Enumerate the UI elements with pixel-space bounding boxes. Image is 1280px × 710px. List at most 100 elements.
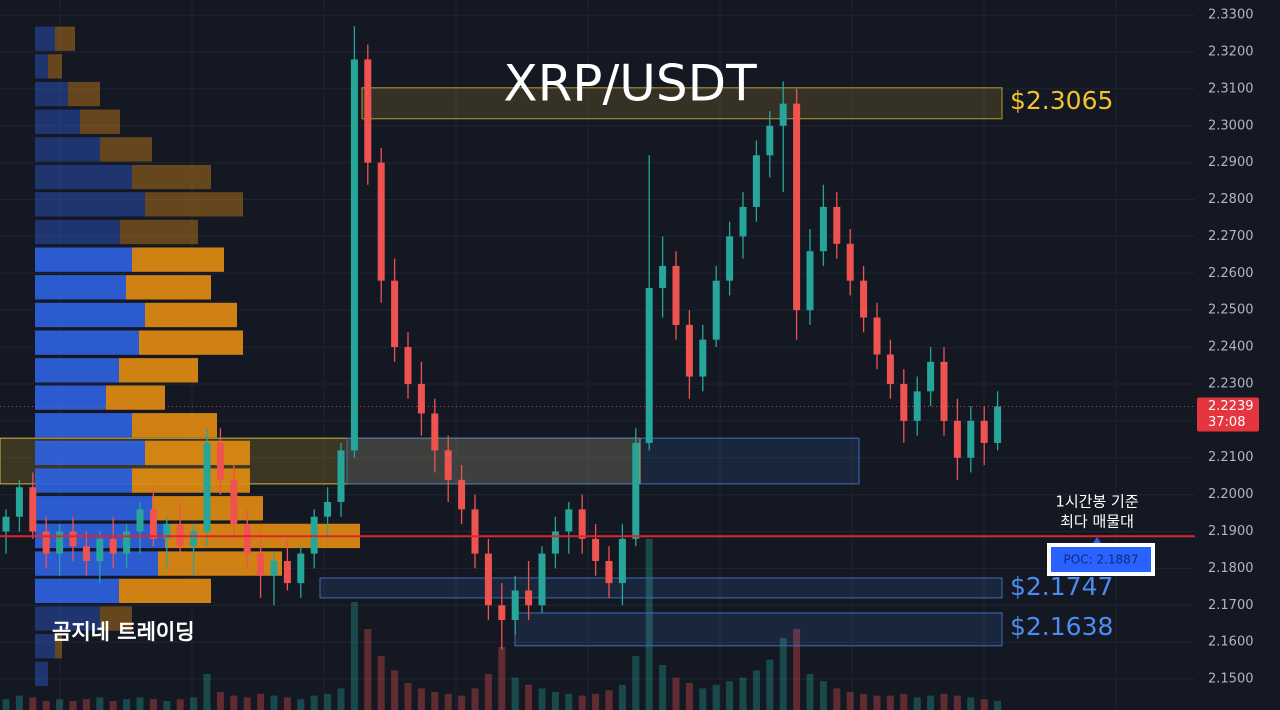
candle-body <box>324 501 332 517</box>
profile-sell <box>145 192 243 217</box>
profile-buy <box>35 385 106 410</box>
candle-body <box>752 155 760 207</box>
profile-sell <box>119 578 211 604</box>
profile-buy <box>35 81 68 107</box>
candle-body <box>123 531 131 554</box>
profile-buy <box>35 109 80 134</box>
price-zone <box>514 612 1003 647</box>
candle-body <box>270 560 278 576</box>
volume-bar <box>190 697 198 710</box>
profile-sell <box>145 440 250 466</box>
volume-bar <box>551 692 559 710</box>
volume-bar <box>377 656 385 710</box>
candle-body <box>659 265 667 289</box>
candle-body <box>297 553 305 584</box>
y-tick-label: 2.2600 <box>1208 266 1254 281</box>
zone-label: $2.1747 <box>1010 572 1113 601</box>
candle-body <box>230 479 238 525</box>
candle-body <box>391 280 399 348</box>
y-tick-label: 2.1700 <box>1208 598 1254 613</box>
volume-bar <box>873 695 881 710</box>
y-tick-label: 2.3200 <box>1208 45 1254 60</box>
y-tick-label: 2.1600 <box>1208 635 1254 650</box>
candle-body <box>29 487 37 532</box>
volume-bar <box>243 697 251 710</box>
profile-buy <box>35 634 55 659</box>
volume-bar <box>565 693 573 710</box>
y-tick-label: 2.1800 <box>1208 561 1254 576</box>
profile-sell <box>48 54 62 79</box>
volume-bar <box>96 697 104 710</box>
candle-body <box>15 487 23 517</box>
volume-bar <box>324 693 332 710</box>
watermark: 곰지네 트레이딩 <box>52 620 195 644</box>
candle-body <box>203 442 211 532</box>
y-tick-label: 2.3000 <box>1208 118 1254 133</box>
candle-body <box>833 206 841 244</box>
zone-label: $2.1638 <box>1010 612 1113 641</box>
y-tick-label: 2.2100 <box>1208 450 1254 465</box>
y-tick-label: 2.2000 <box>1208 487 1254 502</box>
candle-body <box>793 103 801 311</box>
volume-bar <box>203 674 211 710</box>
candle-body <box>337 450 345 502</box>
volume-bar <box>417 688 425 710</box>
volume-bar <box>578 695 586 710</box>
countdown-label: 37:08 <box>1208 415 1245 430</box>
volume-bar <box>15 695 23 710</box>
volume-bar <box>900 693 908 710</box>
volume-bar <box>176 699 184 710</box>
volume-bar <box>498 647 506 710</box>
profile-sell <box>100 137 152 162</box>
y-tick-label: 2.2700 <box>1208 229 1254 244</box>
profile-buy <box>35 247 132 272</box>
volume-bar <box>29 697 37 710</box>
y-tick-label: 2.2800 <box>1208 192 1254 207</box>
volume-bar <box>82 699 90 710</box>
volume-bar <box>980 699 988 710</box>
profile-sell <box>100 606 132 631</box>
profile-sell <box>80 109 120 134</box>
profile-buy <box>35 26 55 51</box>
candle-body <box>699 339 707 377</box>
candle-body <box>886 354 894 384</box>
candle-body <box>927 361 935 392</box>
volume-bar <box>685 683 693 710</box>
volume-bar <box>283 697 291 710</box>
candle-body <box>913 391 921 421</box>
candle-body <box>350 59 358 451</box>
candle-body <box>994 406 1002 443</box>
candle-body <box>779 103 787 126</box>
y-tick-label: 2.1900 <box>1208 524 1254 539</box>
volume-bar <box>672 677 680 710</box>
candle-body <box>364 59 372 163</box>
candle-body <box>940 361 948 421</box>
candle-body <box>605 560 613 584</box>
profile-buy <box>35 578 119 604</box>
y-tick-label: 2.3100 <box>1208 81 1254 96</box>
volume-bar <box>123 699 131 710</box>
volume-bar <box>860 693 868 710</box>
volume-bar <box>886 695 894 710</box>
candle-body <box>136 509 144 532</box>
profile-buy <box>35 219 120 245</box>
volume-bar <box>605 690 613 710</box>
candle-body <box>712 280 720 340</box>
candle-body <box>525 590 533 606</box>
volume-bar <box>752 670 760 710</box>
profile-sell <box>55 634 62 659</box>
candle-body <box>2 516 10 532</box>
last-price-label: 2.2239 <box>1208 399 1254 414</box>
profile-sell <box>139 330 243 355</box>
volume-bar <box>712 684 720 710</box>
candle-body <box>739 206 747 237</box>
candle-body <box>551 531 559 554</box>
volume-bar <box>511 677 519 710</box>
candle-body <box>458 479 466 510</box>
profile-buy <box>35 192 145 217</box>
candle-body <box>42 531 50 554</box>
profile-buy <box>35 661 48 687</box>
y-tick-label: 2.2400 <box>1208 340 1254 355</box>
profile-sell <box>132 247 224 272</box>
